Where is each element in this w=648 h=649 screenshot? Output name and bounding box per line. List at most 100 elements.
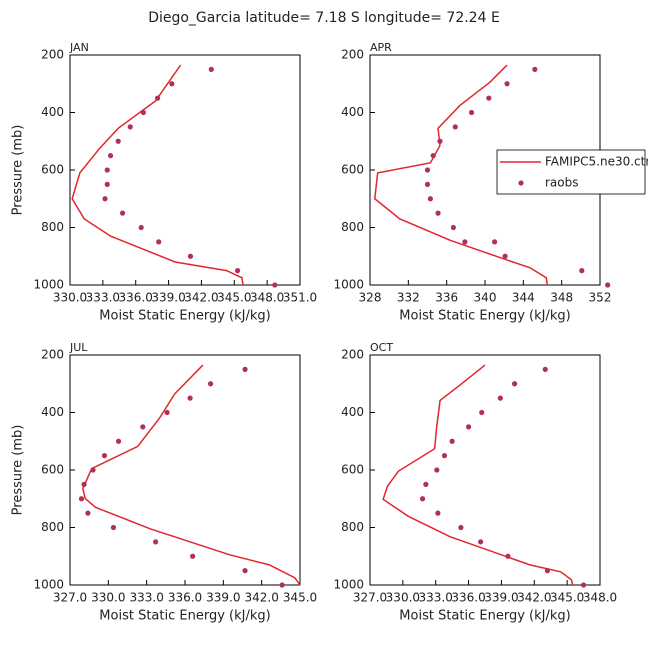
plot-frame (69, 54, 301, 286)
y-tick-label: 200 (41, 348, 64, 362)
raob-point (156, 239, 162, 245)
y-tick-label: 400 (41, 405, 64, 419)
model-line (382, 364, 574, 586)
y-tick-label: 400 (341, 105, 364, 119)
x-tick-label: 348.0 (583, 591, 617, 605)
x-tick-label: 336.0 (119, 291, 153, 305)
plot-frame (369, 354, 601, 586)
raob-point (579, 268, 585, 274)
x-tick-label: 333.0 (419, 591, 453, 605)
raob-point (138, 224, 144, 231)
y-axis-label: Pressure (mb) (11, 125, 26, 216)
x-tick-label: 340 (474, 291, 497, 305)
raob-point (272, 282, 278, 288)
raob-point (242, 568, 248, 574)
y-tick-label: 200 (341, 48, 364, 62)
x-tick-label: 344 (512, 291, 535, 305)
y-tick-label: 200 (41, 48, 64, 62)
model-line (71, 64, 244, 286)
raob-point (115, 438, 122, 444)
legend-box (496, 149, 646, 195)
raob-point (452, 124, 458, 130)
legend-label: FAMIPC5.ne30.ctr (545, 155, 648, 169)
x-tick-label: 348 (550, 291, 573, 305)
x-tick-label: 330.0 (53, 291, 87, 305)
raob-point (279, 582, 285, 588)
raob-point (580, 582, 587, 588)
y-tick-label: 1000 (33, 578, 64, 592)
raob-point (542, 366, 548, 372)
raob-point (119, 210, 126, 216)
raob-point (544, 568, 551, 574)
x-tick-label: 330.0 (91, 591, 125, 605)
x-tick-label: 330.0 (386, 591, 420, 605)
raob-point (115, 138, 121, 144)
raob-point (81, 481, 87, 487)
raob-point (437, 138, 443, 144)
x-axis-label: Moist Static Energy (kJ/kg) (99, 309, 270, 324)
raob-point (502, 253, 508, 259)
raob-point (605, 282, 611, 288)
raob-point (169, 81, 175, 87)
x-tick-label: 333.0 (86, 291, 120, 305)
raob-point (441, 453, 448, 459)
raob-point (234, 268, 241, 274)
x-tick-label: 352 (589, 291, 612, 305)
model-line (81, 364, 301, 586)
raob-point (424, 181, 431, 187)
raob-point (85, 510, 91, 516)
raob-point (511, 381, 518, 387)
x-tick-label: 348.0 (250, 291, 284, 305)
x-tick-label: 339.0 (151, 291, 185, 305)
panel-label: APR (370, 41, 392, 54)
raob-point (110, 524, 117, 531)
x-tick-label: 327.0 (53, 591, 87, 605)
raob-point (465, 424, 472, 430)
x-axis-label: Moist Static Energy (kJ/kg) (99, 609, 270, 624)
x-tick-label: 342.0 (244, 591, 278, 605)
legend-dot (518, 180, 524, 186)
raob-point (187, 395, 193, 401)
y-tick-label: 800 (41, 520, 64, 534)
raob-point (462, 239, 468, 245)
raob-point (104, 167, 110, 173)
x-tick-label: 345.0 (217, 291, 251, 305)
raob-point (434, 467, 440, 473)
y-tick-label: 400 (341, 405, 364, 419)
y-tick-label: 800 (41, 220, 64, 234)
x-tick-label: 342.0 (184, 291, 218, 305)
raob-point (497, 395, 503, 401)
x-axis-label: Moist Static Energy (kJ/kg) (399, 609, 570, 624)
x-tick-label: 336 (435, 291, 458, 305)
raob-point (427, 196, 433, 202)
y-tick-label: 600 (341, 463, 364, 477)
y-tick-label: 200 (341, 348, 364, 362)
x-tick-label: 339.0 (206, 591, 240, 605)
x-tick-label: 327.0 (353, 591, 387, 605)
model-line (374, 64, 549, 286)
raob-point (164, 409, 170, 416)
y-tick-label: 1000 (333, 278, 364, 292)
panel-label: JAN (69, 41, 89, 54)
raob-point (140, 109, 146, 116)
raob-point (435, 210, 441, 216)
raob-point (101, 453, 108, 459)
legend-label: raobs (545, 176, 579, 190)
raob-point (207, 381, 214, 387)
raob-point (90, 467, 96, 473)
y-tick-label: 800 (341, 520, 364, 534)
raob-point (102, 196, 108, 202)
raob-point (468, 109, 475, 116)
y-tick-label: 600 (41, 163, 64, 177)
raob-point (504, 81, 510, 87)
y-tick-label: 600 (41, 463, 64, 477)
y-tick-label: 800 (341, 220, 364, 234)
y-tick-label: 600 (341, 163, 364, 177)
raob-point (478, 539, 484, 545)
raob-point (449, 438, 455, 444)
figure-title: Diego_Garcia latitude= 7.18 S longitude=… (148, 10, 500, 26)
y-tick-label: 1000 (333, 578, 364, 592)
raob-point (127, 124, 133, 130)
x-tick-label: 336.0 (168, 591, 202, 605)
